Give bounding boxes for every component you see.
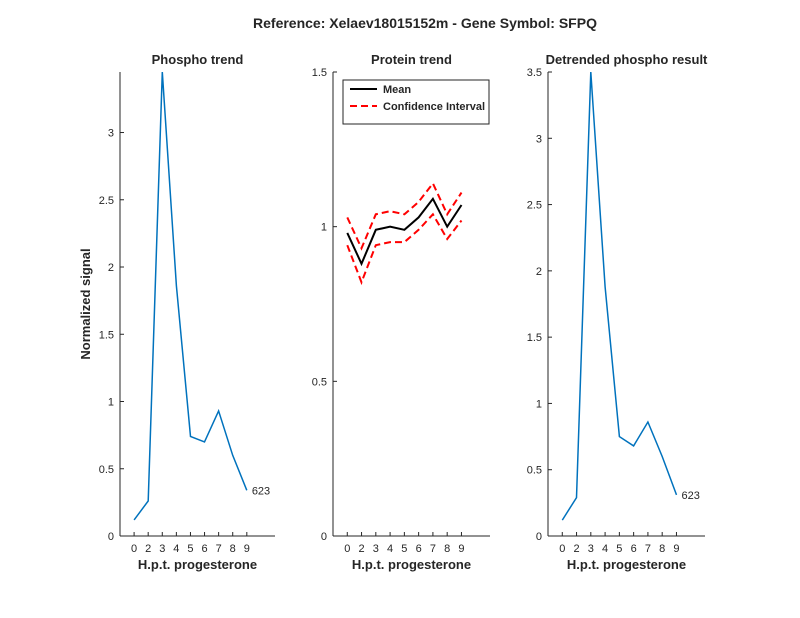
y-tick-label: 2 [108, 262, 114, 274]
x-tick-label: 0 [131, 543, 137, 555]
x-tick-label: 2 [145, 543, 151, 555]
legend-entry: Mean [383, 84, 411, 96]
x-tick-label: 8 [659, 543, 665, 555]
x-tick-label: 7 [430, 543, 436, 555]
x-tick-label: 9 [458, 543, 464, 555]
series-line-1 [346, 196, 463, 267]
point-annotation: 623 [681, 490, 699, 502]
panel-title: Protein trend [371, 52, 452, 67]
x-tick-label: 5 [401, 543, 407, 555]
x-tick-label: 8 [230, 543, 236, 555]
series-line-1 [561, 71, 678, 521]
x-tick-label: 4 [173, 543, 179, 555]
x-tick-label: 4 [387, 543, 393, 555]
x-tick-label: 3 [588, 543, 594, 555]
series-line-1 [133, 71, 248, 521]
point-annotation: 623 [252, 485, 270, 497]
panel-title: Detrended phospho result [546, 52, 708, 67]
x-tick-label: 5 [187, 543, 193, 555]
y-tick-label: 1 [536, 398, 542, 410]
x-tick-label: 2 [358, 543, 364, 555]
x-tick-label: 8 [444, 543, 450, 555]
figure-title: Reference: Xelaev18015152m - Gene Symbol… [253, 15, 597, 31]
x-tick-label: 6 [416, 543, 422, 555]
y-axis-label: Normalized signal [78, 248, 93, 359]
x-tick-label: 3 [373, 543, 379, 555]
y-tick-label: 0.5 [527, 465, 542, 477]
y-tick-label: 2.5 [99, 195, 114, 207]
x-tick-label: 0 [344, 543, 350, 555]
legend-entry: Confidence Interval [383, 101, 485, 113]
y-tick-label: 3 [536, 133, 542, 145]
x-tick-label: 0 [559, 543, 565, 555]
y-tick-label: 1 [321, 222, 327, 234]
series-line-3 [346, 212, 463, 286]
y-tick-label: 1.5 [312, 67, 327, 79]
x-tick-label: 5 [616, 543, 622, 555]
y-tick-label: 0.5 [312, 376, 327, 388]
x-tick-label: 2 [573, 543, 579, 555]
legend-box [342, 79, 490, 125]
legend: Mean Confidence Interval [342, 79, 490, 125]
x-tick-label: 9 [244, 543, 250, 555]
x-tick-label: 9 [673, 543, 679, 555]
y-tick-label: 3.5 [527, 67, 542, 79]
x-tick-label: 6 [201, 543, 207, 555]
x-tick-label: 3 [159, 543, 165, 555]
y-tick-label: 1 [108, 397, 114, 409]
y-tick-label: 0 [536, 531, 542, 543]
y-tick-label: 3 [108, 128, 114, 140]
x-axis-label: H.p.t. progesterone [352, 557, 471, 572]
panel-title: Phospho trend [152, 52, 244, 67]
x-tick-label: 6 [631, 543, 637, 555]
x-tick-label: 4 [602, 543, 608, 555]
y-tick-label: 0 [321, 531, 327, 543]
y-tick-label: 0 [108, 531, 114, 543]
y-tick-label: 2.5 [527, 200, 542, 212]
y-tick-label: 0.5 [99, 464, 114, 476]
y-tick-label: 1.5 [99, 329, 114, 341]
x-tick-label: 7 [216, 543, 222, 555]
y-tick-label: 1.5 [527, 332, 542, 344]
x-tick-label: 7 [645, 543, 651, 555]
series-line-2 [346, 181, 463, 251]
x-axis-label: H.p.t. progesterone [567, 557, 686, 572]
x-axis-label: H.p.t. progesterone [138, 557, 257, 572]
y-tick-label: 2 [536, 266, 542, 278]
